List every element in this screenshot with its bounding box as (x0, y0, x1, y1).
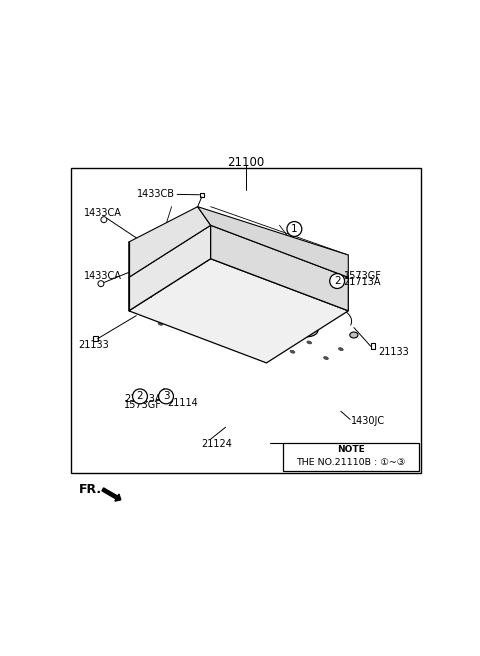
Circle shape (158, 389, 173, 404)
Ellipse shape (144, 291, 158, 305)
Ellipse shape (290, 350, 295, 353)
Ellipse shape (206, 321, 211, 323)
Circle shape (287, 222, 302, 236)
Text: 1433CA: 1433CA (84, 271, 122, 281)
Text: NOTE: NOTE (337, 445, 365, 454)
Text: 2: 2 (137, 392, 144, 401)
Ellipse shape (180, 302, 206, 318)
Ellipse shape (132, 238, 147, 253)
Text: 21133: 21133 (78, 340, 108, 350)
Ellipse shape (216, 286, 242, 302)
FancyArrow shape (102, 488, 121, 501)
Ellipse shape (274, 335, 278, 337)
Ellipse shape (167, 278, 180, 293)
Ellipse shape (244, 302, 252, 307)
Ellipse shape (350, 332, 358, 338)
Ellipse shape (279, 318, 287, 323)
Text: 3: 3 (163, 392, 169, 401)
Ellipse shape (210, 283, 247, 306)
Polygon shape (129, 258, 348, 363)
Ellipse shape (280, 314, 318, 337)
Text: 1430JC: 1430JC (351, 417, 385, 426)
Ellipse shape (135, 241, 145, 251)
Text: 21114: 21114 (167, 398, 197, 407)
Text: 21124: 21124 (202, 439, 232, 449)
Polygon shape (129, 225, 211, 311)
Ellipse shape (163, 245, 184, 264)
Polygon shape (198, 207, 348, 277)
Text: FR.: FR. (79, 483, 102, 496)
Circle shape (101, 216, 107, 222)
Text: 1433CB: 1433CB (137, 190, 175, 199)
Ellipse shape (257, 344, 261, 347)
Ellipse shape (190, 330, 194, 333)
Ellipse shape (189, 266, 203, 280)
Ellipse shape (251, 302, 277, 318)
Ellipse shape (338, 348, 343, 350)
Ellipse shape (208, 286, 216, 291)
Circle shape (330, 274, 345, 289)
Text: THE NO.21110B : ①~③: THE NO.21110B : ①~③ (297, 458, 406, 467)
Ellipse shape (173, 313, 178, 316)
Text: 21100: 21100 (228, 155, 264, 169)
Text: 1433CA: 1433CA (84, 208, 122, 218)
Ellipse shape (201, 222, 221, 240)
Ellipse shape (169, 281, 178, 289)
Ellipse shape (223, 337, 228, 340)
Polygon shape (211, 225, 348, 311)
Text: 1573GF: 1573GF (344, 271, 381, 281)
Text: 1573GF: 1573GF (124, 400, 162, 409)
Ellipse shape (240, 328, 245, 331)
Ellipse shape (307, 288, 331, 304)
Ellipse shape (147, 294, 155, 302)
Ellipse shape (192, 269, 200, 277)
Bar (93, 336, 97, 341)
Ellipse shape (307, 341, 312, 344)
Text: 2: 2 (334, 276, 340, 286)
Text: 21713A: 21713A (344, 277, 381, 287)
Bar (371, 343, 375, 349)
Ellipse shape (158, 322, 163, 325)
Ellipse shape (286, 318, 312, 333)
Ellipse shape (245, 298, 283, 321)
Circle shape (98, 281, 104, 287)
Text: 21133: 21133 (378, 348, 409, 358)
Text: 21713A: 21713A (124, 394, 161, 404)
Bar (283, 443, 419, 471)
Circle shape (132, 389, 147, 404)
Ellipse shape (141, 259, 161, 278)
Polygon shape (129, 207, 211, 277)
Bar (200, 192, 204, 197)
Ellipse shape (174, 298, 212, 321)
Ellipse shape (186, 231, 206, 250)
Text: 1: 1 (291, 224, 298, 234)
Bar (71, 167, 421, 472)
Ellipse shape (173, 302, 181, 308)
Ellipse shape (324, 357, 328, 359)
Ellipse shape (311, 291, 326, 301)
